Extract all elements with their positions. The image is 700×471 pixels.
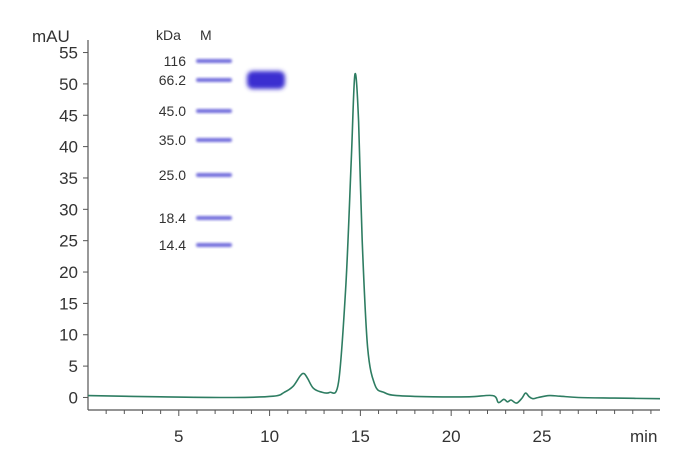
gel-marker-label: 18.4 (159, 210, 186, 226)
gel-marker-label: 66.2 (159, 72, 186, 88)
x-tick-label: 20 (442, 427, 461, 446)
gel-marker-label: 116 (164, 53, 187, 69)
x-ticks: 5 10 15 20 25 (105, 410, 652, 446)
gel-header-kda: kDa (156, 27, 181, 43)
gel-marker-label: 45.0 (159, 103, 186, 119)
y-tick-label: 10 (59, 326, 78, 345)
x-tick-label: 10 (260, 427, 279, 446)
y-tick-label: 15 (59, 294, 78, 313)
x-tick-label: 25 (533, 427, 552, 446)
y-axis-label: mAU (32, 27, 70, 46)
x-tick-label: 5 (174, 427, 183, 446)
y-tick-label: 50 (59, 75, 78, 94)
y-ticks: 0 5 10 15 20 25 30 35 40 45 50 55 (59, 44, 88, 407)
gel-marker-band (196, 109, 232, 113)
gel-marker-band (196, 138, 232, 142)
gel-marker-band (196, 216, 232, 220)
gel-marker-band (196, 78, 232, 82)
y-tick-label: 30 (59, 200, 78, 219)
y-tick-label: 25 (59, 232, 78, 251)
sds-page-gel-inset: kDa M 116 66.2 45.0 35.0 25.0 18.4 14.4 (156, 27, 285, 253)
gel-marker-label: 35.0 (159, 132, 186, 148)
y-tick-label: 35 (59, 169, 78, 188)
gel-header-marker: M (200, 27, 212, 43)
chromatogram-trace (87, 72, 661, 404)
gel-marker-band (196, 59, 232, 63)
y-tick-label: 20 (59, 263, 78, 282)
gel-marker-lane: 116 66.2 45.0 35.0 25.0 18.4 14.4 (159, 53, 232, 253)
y-tick-label: 55 (59, 44, 78, 63)
gel-marker-label: 14.4 (159, 237, 186, 253)
y-tick-label: 0 (69, 388, 78, 407)
gel-sample-band (247, 71, 285, 89)
y-tick-label: 45 (59, 106, 78, 125)
gel-marker-label: 25.0 (159, 167, 186, 183)
y-tick-label: 40 (59, 138, 78, 157)
gel-marker-band (196, 243, 232, 247)
y-tick-label: 5 (69, 357, 78, 376)
x-axis-label: min (630, 427, 657, 446)
x-tick-label: 15 (351, 427, 370, 446)
gel-marker-band (196, 173, 232, 177)
